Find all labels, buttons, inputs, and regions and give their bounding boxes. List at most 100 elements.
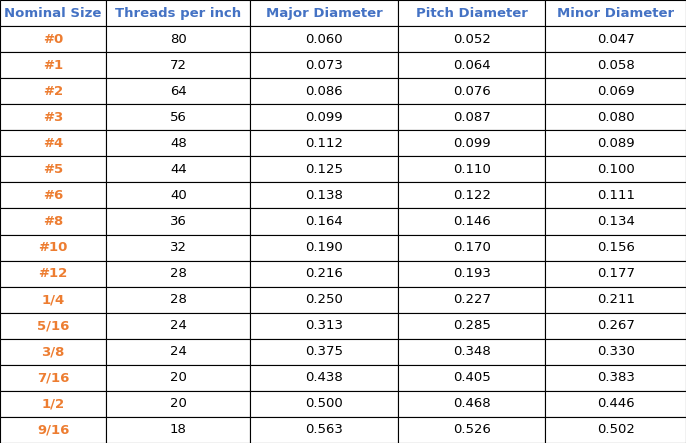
Text: #8: #8 xyxy=(43,215,63,228)
Bar xyxy=(106,234,250,260)
Bar xyxy=(106,52,250,78)
Text: #10: #10 xyxy=(38,241,68,254)
Bar xyxy=(545,234,686,260)
Text: 0.122: 0.122 xyxy=(453,189,490,202)
Bar xyxy=(0,156,106,183)
Text: 0.500: 0.500 xyxy=(305,397,343,410)
Text: 0.060: 0.060 xyxy=(305,33,343,46)
Text: 24: 24 xyxy=(170,345,187,358)
Bar xyxy=(545,417,686,443)
Bar xyxy=(0,26,106,52)
Text: Threads per inch: Threads per inch xyxy=(115,7,241,19)
Bar xyxy=(398,365,545,391)
Text: 0.099: 0.099 xyxy=(305,111,343,124)
Bar xyxy=(250,52,398,78)
Bar xyxy=(106,339,250,365)
Bar xyxy=(398,0,545,26)
Text: #0: #0 xyxy=(43,33,63,46)
Bar xyxy=(398,260,545,287)
Bar xyxy=(398,78,545,104)
Bar xyxy=(0,417,106,443)
Bar xyxy=(398,104,545,130)
Bar xyxy=(0,0,106,26)
Text: 64: 64 xyxy=(170,85,187,98)
Text: 0.502: 0.502 xyxy=(597,424,635,436)
Bar xyxy=(106,104,250,130)
Bar xyxy=(0,339,106,365)
Text: 0.087: 0.087 xyxy=(453,111,490,124)
Text: Major Diameter: Major Diameter xyxy=(265,7,383,19)
Text: 28: 28 xyxy=(170,267,187,280)
Bar xyxy=(250,26,398,52)
Bar xyxy=(545,391,686,417)
Text: 72: 72 xyxy=(170,58,187,72)
Text: Nominal Size: Nominal Size xyxy=(5,7,102,19)
Text: 0.190: 0.190 xyxy=(305,241,343,254)
Bar xyxy=(398,183,545,209)
Bar xyxy=(106,391,250,417)
Bar xyxy=(545,183,686,209)
Bar xyxy=(106,209,250,234)
Bar xyxy=(545,156,686,183)
Text: 32: 32 xyxy=(170,241,187,254)
Text: 0.086: 0.086 xyxy=(305,85,343,98)
Text: 56: 56 xyxy=(170,111,187,124)
Bar xyxy=(250,391,398,417)
Bar xyxy=(545,130,686,156)
Bar xyxy=(0,365,106,391)
Bar xyxy=(0,183,106,209)
Bar xyxy=(250,130,398,156)
Text: 0.211: 0.211 xyxy=(597,293,635,306)
Bar xyxy=(250,0,398,26)
Bar xyxy=(0,209,106,234)
Text: 36: 36 xyxy=(170,215,187,228)
Text: 0.073: 0.073 xyxy=(305,58,343,72)
Bar xyxy=(0,78,106,104)
Text: 48: 48 xyxy=(170,137,187,150)
Text: 0.468: 0.468 xyxy=(453,397,490,410)
Text: 0.285: 0.285 xyxy=(453,319,490,332)
Bar xyxy=(106,130,250,156)
Bar xyxy=(250,78,398,104)
Text: 0.069: 0.069 xyxy=(597,85,635,98)
Text: 0.227: 0.227 xyxy=(453,293,490,306)
Bar xyxy=(0,287,106,313)
Text: 0.052: 0.052 xyxy=(453,33,490,46)
Bar xyxy=(250,417,398,443)
Text: #2: #2 xyxy=(43,85,63,98)
Text: #5: #5 xyxy=(43,163,63,176)
Text: 7/16: 7/16 xyxy=(37,371,69,385)
Text: 0.112: 0.112 xyxy=(305,137,343,150)
Bar xyxy=(106,417,250,443)
Bar xyxy=(0,52,106,78)
Text: 0.216: 0.216 xyxy=(305,267,343,280)
Text: 44: 44 xyxy=(170,163,187,176)
Bar xyxy=(398,130,545,156)
Bar xyxy=(250,234,398,260)
Bar xyxy=(250,104,398,130)
Bar xyxy=(0,260,106,287)
Text: 0.526: 0.526 xyxy=(453,424,490,436)
Text: 0.348: 0.348 xyxy=(453,345,490,358)
Text: 0.383: 0.383 xyxy=(597,371,635,385)
Bar xyxy=(250,156,398,183)
Text: 0.110: 0.110 xyxy=(453,163,490,176)
Bar xyxy=(0,104,106,130)
Bar xyxy=(106,365,250,391)
Bar xyxy=(0,313,106,339)
Bar xyxy=(398,26,545,52)
Text: 0.156: 0.156 xyxy=(597,241,635,254)
Bar xyxy=(106,183,250,209)
Text: 0.058: 0.058 xyxy=(597,58,635,72)
Text: 28: 28 xyxy=(170,293,187,306)
Bar xyxy=(0,391,106,417)
Bar xyxy=(545,365,686,391)
Text: 3/8: 3/8 xyxy=(41,345,65,358)
Text: 0.375: 0.375 xyxy=(305,345,343,358)
Bar xyxy=(545,104,686,130)
Bar xyxy=(250,287,398,313)
Bar xyxy=(398,209,545,234)
Bar xyxy=(545,52,686,78)
Text: 0.111: 0.111 xyxy=(597,189,635,202)
Bar xyxy=(398,313,545,339)
